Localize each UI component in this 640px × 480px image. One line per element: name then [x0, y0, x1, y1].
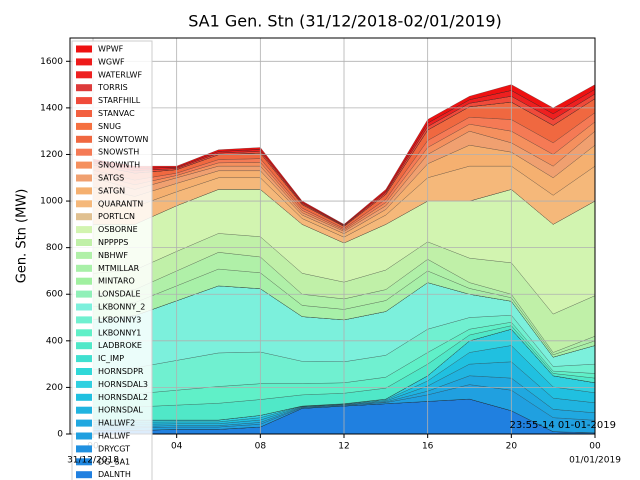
y-tick-label: 400: [46, 336, 63, 346]
timestamp: 23:55-14 01-01-2019: [510, 420, 616, 431]
legend-swatch: [76, 380, 92, 388]
legend-label: HORNSDAL: [98, 406, 143, 415]
legend-swatch: [76, 355, 92, 363]
legend-swatch: [76, 187, 92, 195]
legend-swatch: [76, 393, 92, 401]
legend-swatch: [76, 342, 92, 350]
legend-swatch: [76, 84, 92, 92]
legend-swatch: [76, 135, 92, 143]
legend-swatch: [76, 251, 92, 259]
legend-swatch: [76, 110, 92, 117]
legend-label: DG_SA1: [98, 457, 130, 466]
legend-label: HORNSDAL2: [98, 393, 148, 402]
legend-swatch: [76, 148, 92, 156]
plot-frame: [69, 37, 596, 435]
legend: WPWF WGWF WATERLWF TORRIS STARFHILL STANVAC SN…: [71, 40, 153, 480]
legend-swatch: [76, 174, 92, 182]
legend-label: SNOWSTH: [98, 148, 139, 157]
legend-label: OSBORNE: [98, 225, 138, 234]
legend-label: NPPPPS: [98, 238, 128, 247]
y-tick-label: 1200: [40, 150, 63, 160]
legend-label: WATERLWF: [98, 70, 142, 79]
y-tick-label: 1000: [40, 197, 63, 207]
legend-label: HORNSDAL3: [98, 380, 148, 389]
legend-label: WPWF: [98, 45, 124, 54]
legend-label: QUARANTN: [98, 199, 143, 208]
legend-swatch: [76, 445, 92, 453]
start-date: 31/12/2018: [67, 456, 119, 466]
legend-label: DALNTH: [98, 470, 131, 479]
legend-swatch: [76, 316, 92, 324]
legend-label: LONSDALE: [98, 290, 141, 299]
chart-title: SA1 Gen. Stn (31/12/2018-02/01/2019): [188, 12, 502, 31]
legend-label: PORTLCN: [98, 212, 135, 221]
y-axis-label: Gen. Stn (MW): [15, 189, 30, 284]
legend-swatch: [76, 406, 92, 414]
legend-label: LKBONNY3: [98, 315, 141, 324]
legend-label: HALLWF2: [98, 419, 135, 428]
x-tick-label: 04: [171, 442, 183, 452]
legend-swatch: [76, 432, 92, 440]
legend-label: DRYCGT: [98, 444, 130, 453]
legend-label: SNOWTOWN: [98, 135, 148, 144]
legend-swatch: [76, 264, 92, 272]
legend-label: LKBONNY1: [98, 328, 141, 337]
legend-swatch: [76, 200, 92, 208]
legend-label: SNOWNTH: [98, 161, 140, 170]
legend-label: MINTARO: [98, 277, 135, 286]
legend-label: WGWF: [98, 57, 125, 66]
legend-label: LADBROKE: [98, 341, 142, 350]
legend-swatch: [76, 458, 92, 466]
legend-swatch: [76, 58, 92, 66]
x-tick-label: 16: [422, 442, 434, 452]
legend-swatch: [76, 226, 92, 234]
legend-swatch: [76, 277, 92, 285]
legend-swatch: [76, 45, 92, 53]
y-tick-label: 800: [46, 243, 63, 253]
x-tick-label: 00: [589, 442, 601, 452]
legend-swatch: [76, 303, 92, 311]
legend-label: MTMILLAR: [98, 264, 140, 273]
legend-label: NBHWF: [98, 251, 128, 260]
plot-area: 0 200 400 600 800 1000 1200 1400 1600 00 04 08 12 16 2…: [40, 37, 601, 452]
y-tick-label: 0: [57, 430, 63, 440]
legend-swatch: [76, 97, 92, 105]
legend-label: HALLWF: [98, 432, 131, 441]
legend-swatch: [76, 239, 92, 246]
legend-label: SATGN: [98, 186, 125, 195]
y-tick-label: 600: [46, 290, 63, 300]
legend-swatch: [76, 419, 92, 427]
legend-label: HORNSDPR: [98, 367, 144, 376]
legend-label: SNUG: [98, 122, 121, 131]
y-tick-label: 1600: [40, 57, 63, 67]
legend-label: LKBONNY_2: [98, 303, 145, 312]
legend-swatch: [76, 213, 92, 221]
legend-swatch: [76, 122, 92, 130]
legend-swatch: [76, 368, 92, 375]
legend-label: STARFHILL: [98, 96, 141, 105]
legend-swatch: [76, 329, 92, 337]
legend-swatch: [76, 71, 92, 79]
legend-label: STANVAC: [98, 109, 135, 118]
legend-label: TORRIS: [97, 83, 128, 92]
x-tick-label: 20: [506, 442, 518, 452]
x-tick-label: 08: [255, 442, 267, 452]
y-tick-label: 200: [46, 383, 63, 393]
x-tick-label: 12: [338, 442, 349, 452]
legend-label: IC_IMP: [98, 354, 124, 363]
legend-swatch: [76, 471, 92, 479]
end-date: 01/01/2019: [569, 456, 621, 466]
legend-label: SATGS: [98, 174, 124, 183]
legend-swatch: [76, 290, 92, 298]
legend-swatch: [76, 161, 92, 169]
y-tick-label: 1400: [40, 103, 63, 113]
